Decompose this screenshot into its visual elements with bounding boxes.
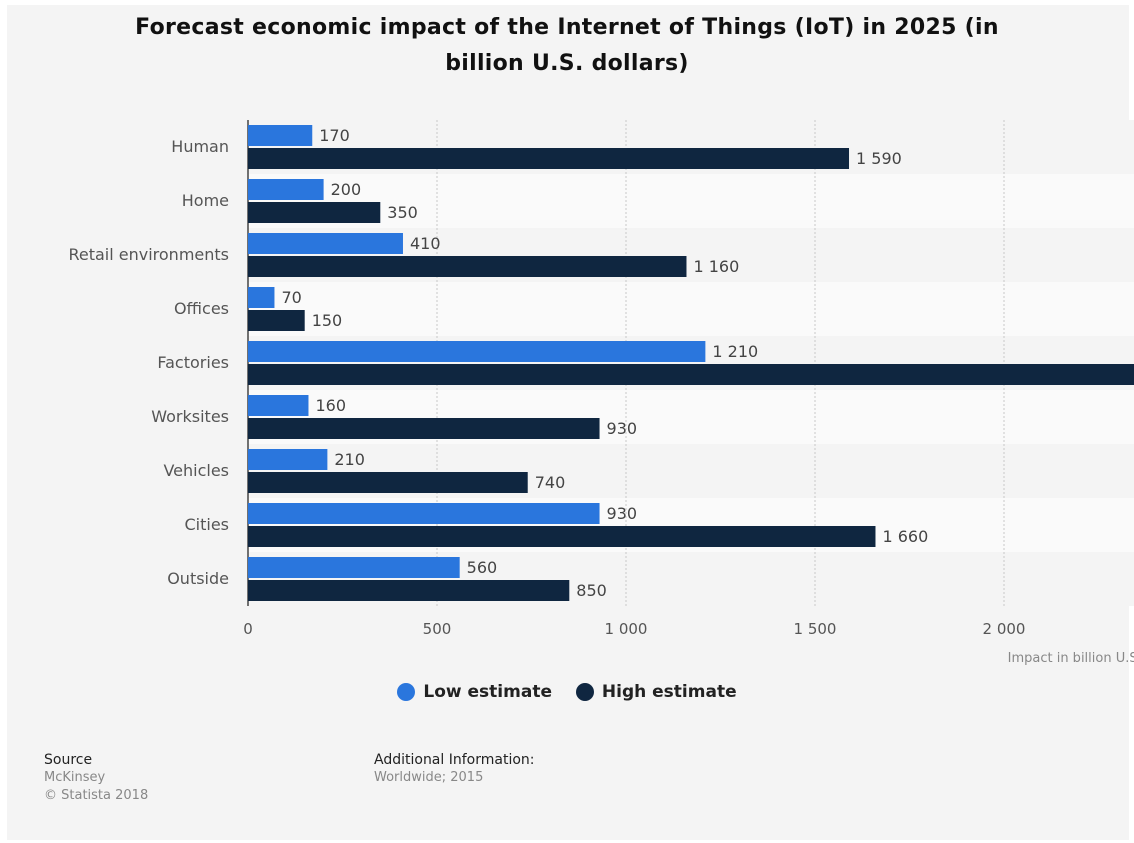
data-label: 350	[387, 203, 418, 222]
bar-low-estimate	[248, 503, 600, 524]
bar-high-estimate	[248, 256, 687, 277]
legend-item-low-estimate[interactable]: Low estimate	[397, 682, 552, 702]
legend-label-low-estimate: Low estimate	[423, 682, 552, 702]
bar-low-estimate	[248, 395, 309, 416]
bar-high-estimate	[248, 418, 600, 439]
data-label: 150	[312, 311, 343, 330]
data-label: 410	[410, 234, 441, 253]
legend-label-high-estimate: High estimate	[601, 682, 737, 702]
bar-high-estimate	[248, 580, 570, 601]
data-label: 560	[467, 558, 498, 577]
chart-title-line-1: Forecast economic impact of the Internet…	[135, 15, 999, 40]
bar-low-estimate	[248, 125, 313, 146]
band-background	[248, 174, 1134, 228]
category-label: Factories	[157, 353, 229, 372]
x-tick-label: 1 500	[794, 620, 837, 638]
legend-dot-low-estimate	[397, 683, 416, 701]
x-tick-label: 2 000	[983, 620, 1026, 638]
data-label: 1 210	[712, 342, 758, 361]
category-label: Retail environments	[68, 245, 229, 264]
data-label: 1 660	[882, 527, 928, 546]
category-label: Vehicles	[163, 461, 229, 480]
x-tick-label: 0	[243, 620, 253, 638]
category-label: Home	[182, 191, 229, 210]
data-label: 740	[535, 473, 566, 492]
chart-title-line-2: billion U.S. dollars)	[445, 51, 689, 76]
data-label: 930	[607, 419, 638, 438]
data-label: 170	[319, 126, 350, 145]
bar-low-estimate	[248, 233, 403, 254]
data-label: 200	[331, 180, 362, 199]
bar-high-estimate	[248, 202, 381, 223]
bar-high-estimate	[248, 364, 1134, 385]
additional-info-heading[interactable]: Additional Information:	[374, 752, 535, 768]
data-label: 210	[334, 450, 365, 469]
category-label: Outside	[167, 569, 229, 588]
band-background	[248, 282, 1134, 336]
x-tick-label: 1 000	[605, 620, 648, 638]
legend-item-high-estimate[interactable]: High estimate	[575, 682, 737, 702]
bar-high-estimate	[248, 526, 876, 547]
additional-info-text: Worldwide; 2015	[374, 770, 484, 785]
additional-info-block: Additional Information: Worldwide; 2015	[374, 751, 535, 787]
data-label: 160	[315, 396, 346, 415]
x-axis-title: Impact in billion U.S. dollars	[1008, 651, 1134, 666]
bar-low-estimate	[248, 287, 275, 308]
chart-legend: Low estimate High estimate	[0, 682, 1134, 706]
copyright-text[interactable]: © Statista 2018	[44, 788, 149, 803]
bar-high-estimate	[248, 472, 528, 493]
source-block: Source McKinsey © Statista 2018	[44, 751, 148, 805]
bar-low-estimate	[248, 179, 324, 200]
source-heading: Source	[44, 752, 93, 768]
bar-low-estimate	[248, 341, 706, 362]
bar-low-estimate	[248, 449, 328, 470]
data-label: 70	[281, 288, 301, 307]
category-label: Cities	[184, 515, 229, 534]
bar-high-estimate	[248, 148, 850, 169]
category-label: Worksites	[151, 407, 229, 426]
x-tick-label: 500	[423, 620, 452, 638]
bar-high-estimate	[248, 310, 305, 331]
data-label: 1 160	[693, 257, 739, 276]
chart-title: Forecast economic impact of the Internet…	[0, 10, 1134, 82]
legend-dot-high-estimate	[575, 683, 594, 701]
data-label: 1 590	[856, 149, 902, 168]
data-label: 850	[576, 581, 607, 600]
category-label: Offices	[174, 299, 229, 318]
bar-low-estimate	[248, 557, 460, 578]
category-label: Human	[171, 137, 229, 156]
data-label: 930	[607, 504, 638, 523]
source-name[interactable]: McKinsey	[44, 770, 106, 785]
